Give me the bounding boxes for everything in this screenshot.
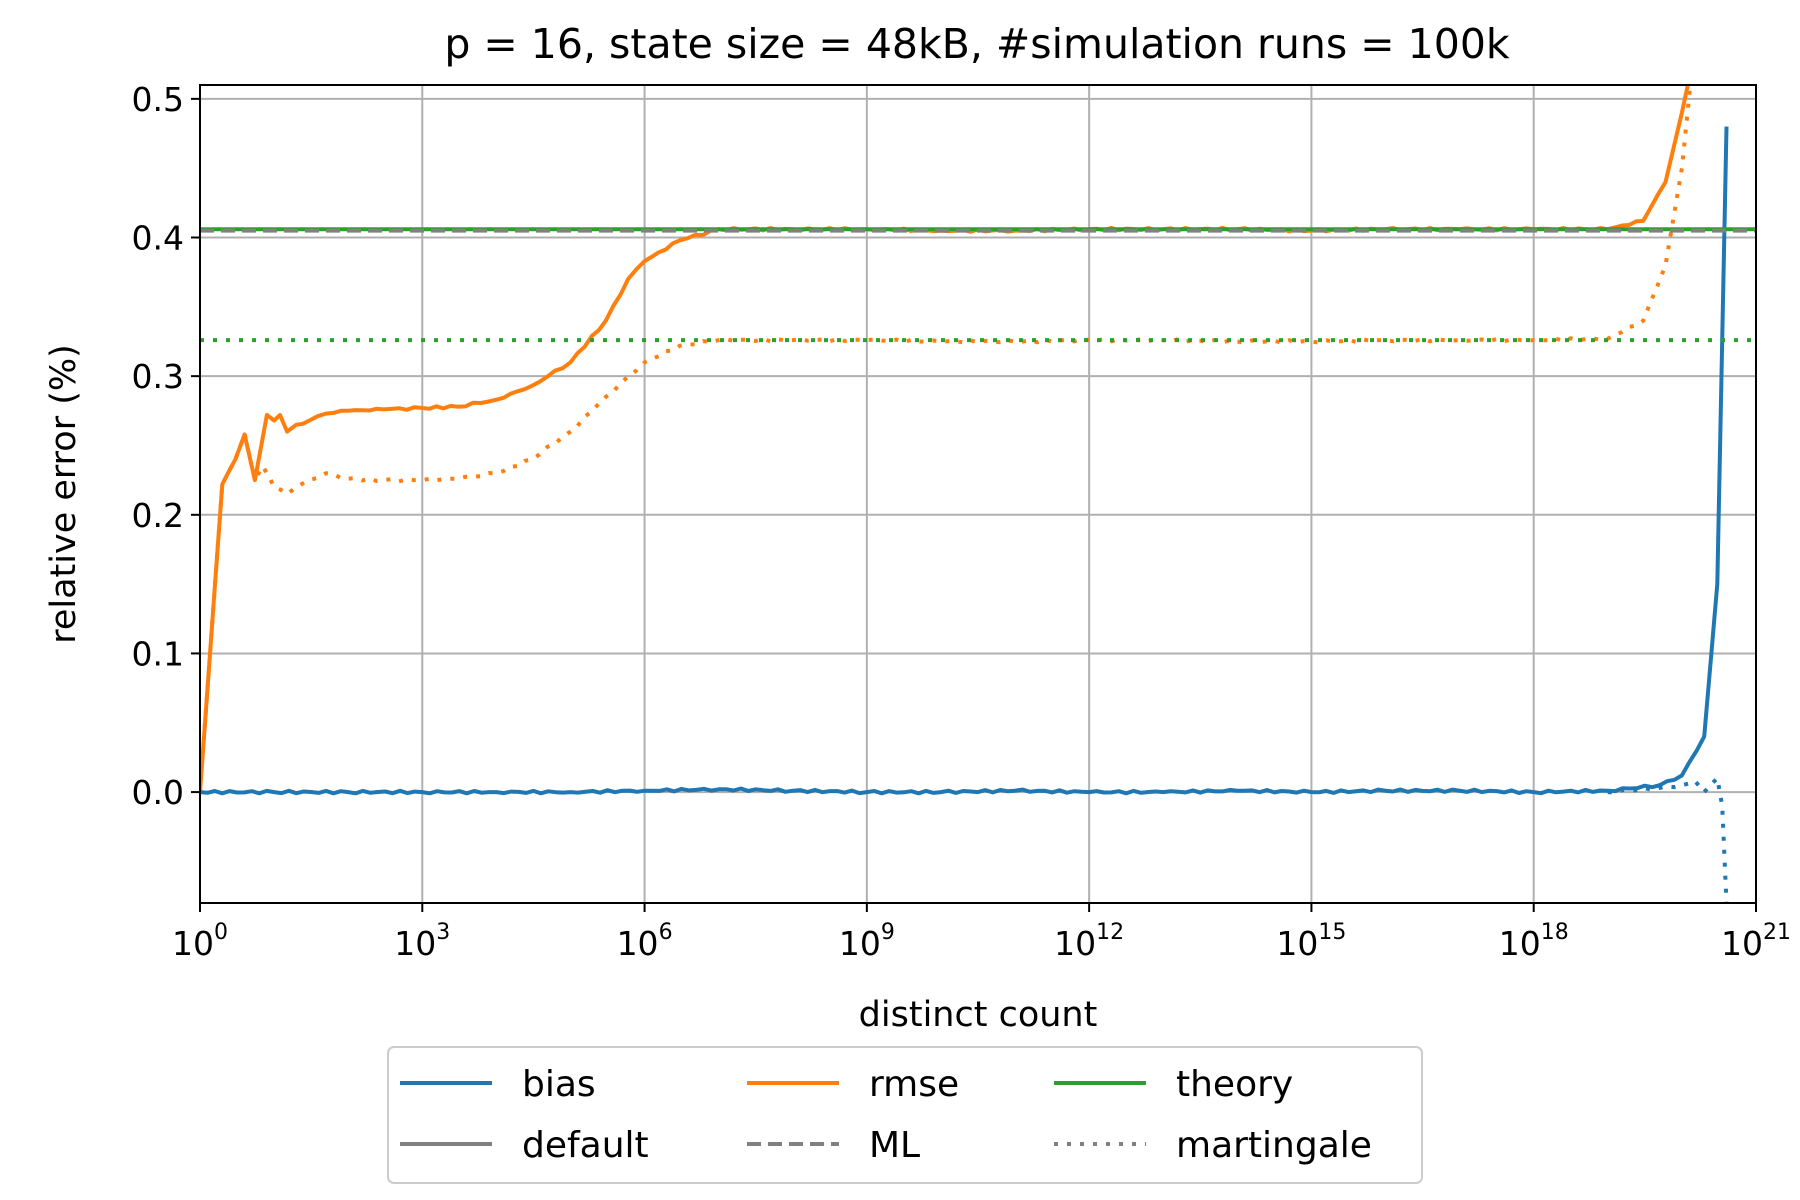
y-axis-ticks: 0.0 0.1 0.2 0.3 0.4 0.5 xyxy=(132,80,200,812)
y-tick-label: 0.3 xyxy=(132,357,184,396)
y-tick-label: 0.5 xyxy=(132,80,184,119)
x-tick-base: 10 xyxy=(394,924,436,963)
legend-frame xyxy=(387,1046,1423,1184)
legend-label-ml: ML xyxy=(869,1125,920,1166)
x-tick-base: 10 xyxy=(1276,924,1318,963)
legend-label-martingale: martingale xyxy=(1176,1125,1372,1166)
x-tick-label: 1015 xyxy=(1276,920,1346,963)
y-tick-label: 0.4 xyxy=(132,219,184,258)
chart-title: p = 16, state size = 48kB, #simulation r… xyxy=(444,20,1510,68)
series-line-bias-default xyxy=(200,126,1729,796)
legend-label-default: default xyxy=(522,1125,649,1166)
legend-label-theory: theory xyxy=(1176,1064,1293,1105)
x-tick-exponent: 12 xyxy=(1096,920,1124,945)
x-tick-base: 10 xyxy=(1721,924,1763,963)
legend: bias rmse theory default ML martingale xyxy=(387,1046,1423,1184)
x-tick-label: 106 xyxy=(617,920,673,963)
series-line-rmse-martingale xyxy=(200,85,1693,793)
x-tick-label: 1012 xyxy=(1054,920,1124,963)
x-tick-exponent: 21 xyxy=(1763,920,1791,945)
x-tick-label: 1021 xyxy=(1721,920,1791,963)
x-tick-exponent: 3 xyxy=(436,920,450,945)
x-axis-ticks: 100 103 106 109 1012 1015 1018 1021 xyxy=(172,903,1791,963)
x-tick-exponent: 15 xyxy=(1318,920,1346,945)
x-tick-base: 10 xyxy=(617,924,659,963)
x-tick-label: 1018 xyxy=(1499,920,1569,963)
x-tick-base: 10 xyxy=(839,924,881,963)
x-tick-label: 109 xyxy=(839,920,895,963)
x-tick-exponent: 18 xyxy=(1541,920,1569,945)
x-tick-exponent: 9 xyxy=(881,920,895,945)
legend-label-rmse: rmse xyxy=(869,1064,959,1105)
y-axis-label: relative error (%) xyxy=(44,344,84,644)
y-tick-label: 0.1 xyxy=(132,634,184,673)
y-tick-label: 0.0 xyxy=(132,773,184,812)
legend-label-bias: bias xyxy=(522,1064,596,1105)
x-tick-label: 100 xyxy=(172,920,228,963)
y-tick-label: 0.2 xyxy=(132,496,184,535)
plot-area-frame xyxy=(199,84,1757,904)
x-tick-base: 10 xyxy=(172,924,214,963)
x-tick-exponent: 6 xyxy=(659,920,673,945)
x-tick-exponent: 0 xyxy=(214,920,228,945)
x-axis-label: distinct count xyxy=(859,995,1098,1035)
x-tick-base: 10 xyxy=(1054,924,1096,963)
x-tick-label: 103 xyxy=(394,920,450,963)
series-layer xyxy=(200,85,1756,903)
x-tick-base: 10 xyxy=(1499,924,1541,963)
